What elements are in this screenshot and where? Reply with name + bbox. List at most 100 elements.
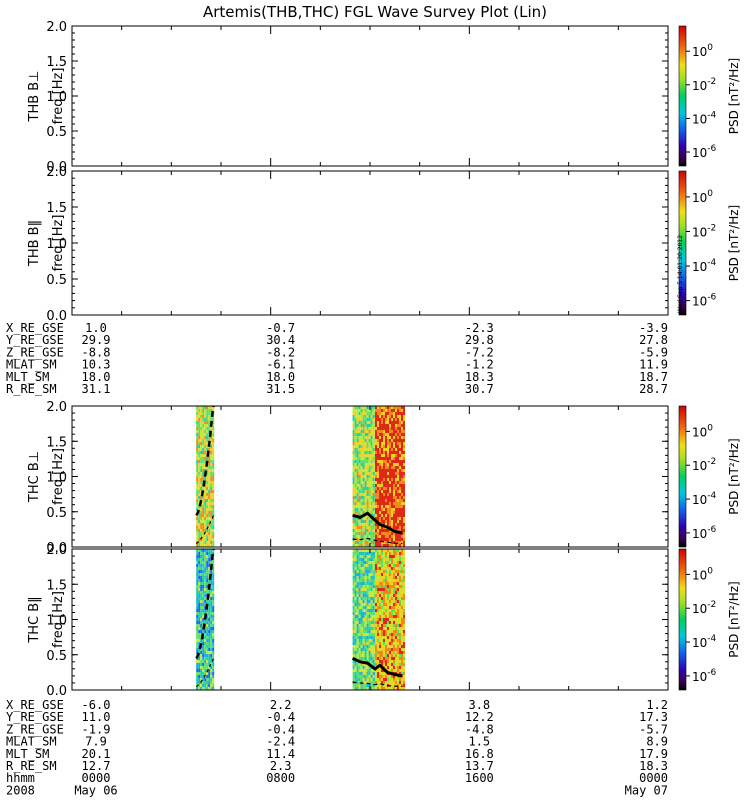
panel-probe-label: THB B⊥ [27, 70, 42, 122]
y-tick-label: 1.5 [46, 435, 67, 450]
ephem-value: -1.2 [465, 358, 494, 372]
ephem-value: 3.8 [468, 698, 490, 712]
colorbar: 10-6 10-4 10-2 100 PSD [nT²/Hz] [678, 25, 741, 167]
ephem-value: -8.2 [266, 345, 295, 359]
ephem-row-label: MLAT_SM [6, 358, 57, 372]
ephem-value: 2.2 [270, 698, 292, 712]
colorbar-tick-label: 10-6 [692, 525, 717, 541]
colorbar-tick-label: 10-4 [692, 258, 717, 274]
ephem-value: 17.3 [639, 710, 668, 724]
ephem-value: -2.4 [266, 735, 295, 749]
ephem-row-label: Z_RE_GSE [6, 345, 64, 359]
colorbar-label: PSD [nT²/Hz] [727, 581, 741, 657]
colorbar-tick-label: 100 [692, 43, 713, 59]
colorbar-tick-label: 10-6 [692, 293, 717, 309]
y-tick-label: 2.0 [46, 543, 67, 558]
ephem-value: -7.2 [465, 345, 494, 359]
ephem-row-label: R_RE_SM [6, 759, 57, 773]
ephem-value: -3.9 [639, 321, 668, 335]
y-tick-label: 0.0 [46, 684, 67, 699]
ephem-value: 1.2 [646, 698, 668, 712]
plot-title: Artemis(THB,THC) FGL Wave Survey Plot (L… [203, 3, 547, 21]
colorbar-tick-label: 10-4 [692, 491, 717, 507]
ephem-row-label: X_RE_GSE [6, 698, 64, 712]
ephem-value: -6.0 [82, 698, 111, 712]
panel-axis-label: freq [Hz] [51, 68, 66, 125]
colorbar: 10-6 10-4 10-2 100 PSD [nT²/Hz] [678, 405, 741, 548]
ephem-row-label: Y_RE_GSE [6, 333, 64, 347]
date-row-start: May 06 [74, 783, 117, 797]
y-tick-label: 0.5 [46, 506, 67, 521]
ephem-value: -0.7 [266, 321, 295, 335]
ephem-value: 12.7 [82, 759, 111, 773]
ephem-value: 18.3 [639, 759, 668, 773]
y-tick-label: 1.0 [46, 471, 67, 486]
ephem-value: 0000 [82, 771, 111, 785]
colorbar-tick-label: 10-4 [692, 110, 717, 126]
colorbar-label: PSD [nT²/Hz] [727, 438, 741, 514]
ephem-value: 11.9 [639, 358, 668, 372]
ephem-value: -0.4 [266, 722, 295, 736]
colorbar-tick-label: 10-2 [692, 600, 716, 616]
colorbar-tick-label: 10-2 [692, 457, 716, 473]
panel-axis-label: freq [Hz] [51, 215, 66, 272]
ephem-value: 18.0 [266, 370, 295, 384]
colorbar-tick-label: 10-4 [692, 634, 717, 650]
ephem-value: 0000 [639, 771, 668, 785]
colorbar-label: PSD [nT²/Hz] [727, 205, 741, 281]
ephem-value: 0800 [266, 771, 295, 785]
colorbar-tick-label: 10-2 [692, 223, 716, 239]
y-tick-label: 2.0 [46, 400, 67, 415]
y-tick-label: 1.5 [46, 201, 67, 216]
ephem-value: 31.1 [82, 382, 111, 396]
ephem-row-label: X_RE_GSE [6, 321, 64, 335]
y-tick-label: 1.0 [46, 237, 67, 252]
ephem-value: 30.4 [266, 333, 295, 347]
ephem-value: -5.9 [639, 345, 668, 359]
ephem-value: 29.9 [82, 333, 111, 347]
spectrogram-burst [196, 406, 215, 547]
colorbar: 10-6 10-4 10-2 100 PSD [nT²/Hz] [678, 548, 741, 691]
colorbar-tick-label: 10-2 [692, 77, 716, 93]
timestamp-stamp: Wed Sep 5 14:01:20 2012 [677, 235, 684, 313]
ephem-value: -5.7 [639, 722, 668, 736]
spectrogram-burst [375, 549, 405, 690]
date-row-end: May 07 [625, 783, 668, 797]
ephem-row-label: MLT_SM [6, 747, 49, 761]
cyclotron-trace [195, 405, 403, 545]
ephem-row-label: MLT_SM [6, 370, 49, 384]
y-tick-label: 2.0 [46, 20, 67, 35]
ephem-value: 18.3 [465, 370, 494, 384]
ephem-value: 18.0 [82, 370, 111, 384]
y-tick-label: 0.0 [46, 541, 67, 556]
ephem-value: 20.1 [82, 747, 111, 761]
ephem-value: 28.7 [639, 382, 668, 396]
y-tick-label: 0.0 [46, 160, 67, 175]
ephem-row-label: MLAT_SM [6, 735, 57, 749]
colorbar-tick-label: 10-6 [692, 144, 717, 160]
y-tick-label: 0.5 [46, 649, 67, 664]
ephem-value: 18.7 [639, 370, 668, 384]
y-tick-label: 1.5 [46, 55, 67, 70]
ephem-value: 1.5 [468, 735, 490, 749]
y-tick-label: 0.0 [46, 309, 67, 324]
ephem-value: -1.9 [82, 722, 111, 736]
spectrogram-panels: 2.0 1.5 1.0 0.5 0.0 THB B⊥ freq [Hz] 10-6 10-4 10… [27, 20, 741, 699]
ephem-value: 11.4 [266, 747, 295, 761]
ephem-value: -6.1 [266, 358, 295, 372]
ephem-value: -4.8 [465, 722, 494, 736]
spectrogram-burst [352, 406, 377, 547]
y-tick-label: 2.0 [46, 165, 67, 180]
panel-probe-label: THC B‖ [27, 596, 42, 643]
ephemeris-table-thc: X_RE_GSE -6.0 2.2 3.8 1.2 Y_RE_GSE 11.0 -0.4 12.… [6, 698, 668, 797]
ephem-value: 27.8 [639, 333, 668, 347]
panel-frame [71, 25, 669, 167]
colorbar-tick-label: 10-6 [692, 668, 717, 684]
ephem-row-label: Y_RE_GSE [6, 710, 64, 724]
y-tick-label: 1.0 [46, 614, 67, 629]
ephem-value: 16.8 [465, 747, 494, 761]
